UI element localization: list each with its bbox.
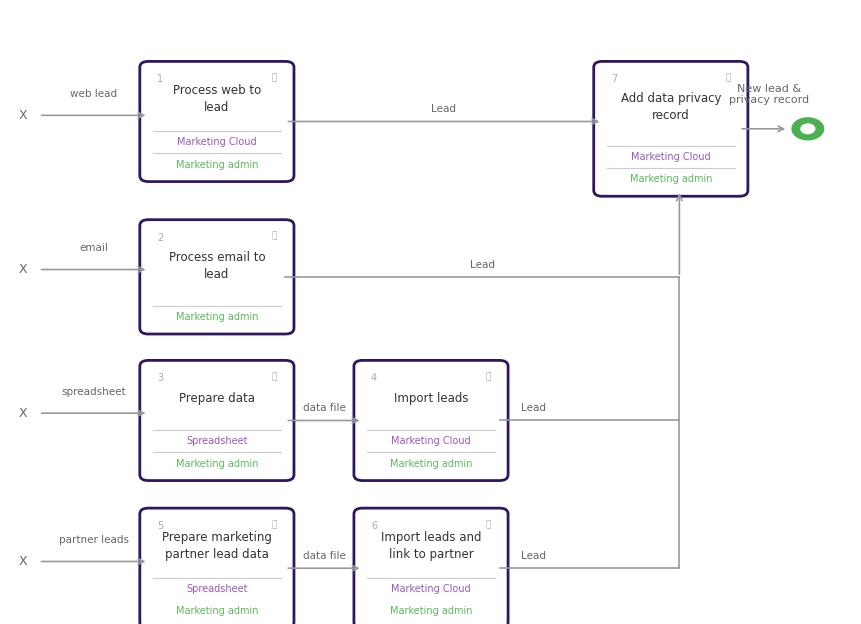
FancyBboxPatch shape — [139, 61, 294, 182]
Text: 📎: 📎 — [271, 232, 276, 240]
Text: New lead &
privacy record: New lead & privacy record — [728, 84, 808, 105]
Text: Marketing Cloud: Marketing Cloud — [177, 137, 257, 147]
Text: Prepare data: Prepare data — [179, 392, 255, 405]
Text: Lead: Lead — [469, 260, 494, 270]
Text: 📎: 📎 — [271, 73, 276, 82]
Circle shape — [791, 119, 822, 139]
Text: Prepare marketing
partner lead data: Prepare marketing partner lead data — [162, 531, 271, 561]
Text: Marketing admin: Marketing admin — [176, 459, 257, 469]
Text: 📎: 📎 — [485, 520, 491, 529]
FancyBboxPatch shape — [354, 508, 507, 624]
Text: Marketing admin: Marketing admin — [389, 607, 472, 617]
Text: 📎: 📎 — [271, 372, 276, 381]
Text: 📎: 📎 — [725, 73, 730, 82]
Text: Marketing admin: Marketing admin — [176, 160, 257, 170]
Text: X: X — [19, 109, 28, 122]
Text: web lead: web lead — [70, 89, 117, 99]
Text: Lead: Lead — [520, 551, 545, 561]
Text: Import leads and
link to partner: Import leads and link to partner — [381, 531, 480, 561]
Text: Marketing admin: Marketing admin — [176, 312, 257, 322]
Text: Marketing admin: Marketing admin — [176, 607, 257, 617]
Text: 6: 6 — [370, 521, 377, 531]
FancyBboxPatch shape — [139, 508, 294, 624]
Text: Lead: Lead — [520, 404, 545, 414]
Text: data file: data file — [302, 551, 345, 561]
Text: X: X — [19, 555, 28, 568]
Text: partner leads: partner leads — [59, 535, 128, 545]
Text: 4: 4 — [370, 373, 377, 383]
FancyBboxPatch shape — [593, 61, 747, 196]
Text: Process web to
lead: Process web to lead — [172, 84, 261, 114]
Text: Marketing Cloud: Marketing Cloud — [391, 436, 470, 446]
Text: Marketing Cloud: Marketing Cloud — [630, 152, 709, 162]
Text: Marketing Cloud: Marketing Cloud — [391, 584, 470, 594]
Text: 📎: 📎 — [485, 372, 491, 381]
FancyBboxPatch shape — [139, 220, 294, 334]
Text: Marketing admin: Marketing admin — [389, 459, 472, 469]
Text: X: X — [19, 263, 28, 276]
Text: Process email to
lead: Process email to lead — [169, 251, 265, 281]
Text: Lead: Lead — [430, 104, 455, 114]
Text: 📎: 📎 — [271, 520, 276, 529]
Text: 3: 3 — [157, 373, 163, 383]
Circle shape — [800, 124, 814, 134]
Text: X: X — [19, 407, 28, 420]
Text: Marketing admin: Marketing admin — [629, 174, 711, 184]
Text: Spreadsheet: Spreadsheet — [186, 584, 247, 594]
Text: 7: 7 — [610, 74, 616, 84]
Text: spreadsheet: spreadsheet — [61, 387, 126, 397]
Text: Add data privacy
record: Add data privacy record — [620, 92, 720, 122]
Text: 1: 1 — [157, 74, 163, 84]
FancyBboxPatch shape — [139, 361, 294, 480]
Text: 2: 2 — [157, 233, 163, 243]
FancyBboxPatch shape — [354, 361, 507, 480]
Text: Spreadsheet: Spreadsheet — [186, 436, 247, 446]
Text: email: email — [79, 243, 108, 253]
Text: 5: 5 — [157, 521, 163, 531]
Text: Import leads: Import leads — [393, 392, 468, 405]
Text: data file: data file — [302, 404, 345, 414]
